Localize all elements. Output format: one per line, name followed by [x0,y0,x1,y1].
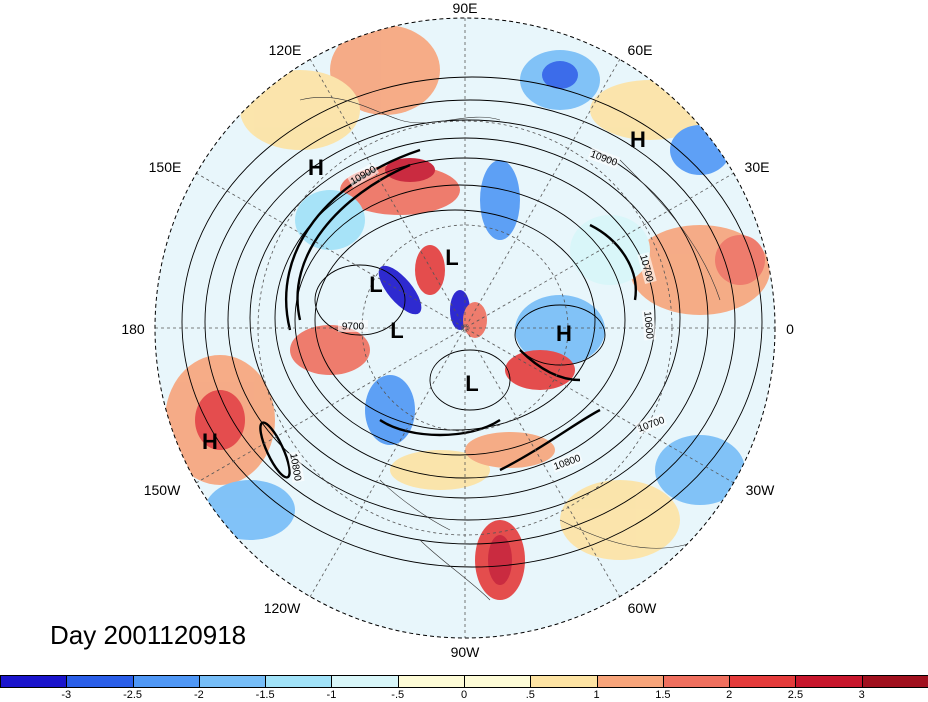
longitude-label-90e: 90E [452,0,478,16]
low-pressure-marker: L [390,318,404,343]
colorbar-tick-label: -1 [326,689,337,701]
colorbar-tick-label: -.5 [391,689,405,701]
colorbar-tick-label: 2.5 [787,689,804,701]
contour-label: 10800 [287,453,303,483]
high-pressure-marker: H [308,155,324,180]
colorbar-segment [331,675,399,688]
contour-label-bg [338,320,368,332]
contour-label: 10600 [641,311,654,340]
contour-label-bg [550,451,584,473]
colorbar-tick-label: 1.5 [655,689,671,701]
colorbar-tick-label: -3 [61,689,72,701]
longitude-label-60w: 60W [627,600,657,616]
low-pressure-marker: L [369,272,383,297]
colorbar-segment [464,675,532,688]
colorbar-segment [861,675,928,688]
longitude-label-150e: 150E [148,159,182,175]
contour-label-bg [637,251,657,285]
colorbar-segment [530,675,598,688]
colorbar-tick-label: .5 [525,689,535,701]
colorbar-segment [198,675,267,688]
longitude-label-180: 180 [121,321,145,337]
longitude-label-30w: 30W [745,482,775,498]
contour-label-bg [641,309,657,341]
longitude-label-90w: 90W [450,644,480,660]
low-pressure-marker: L [465,371,479,396]
colorbar-tick-label: -1.5 [255,689,275,701]
contour-label-bg [347,162,379,188]
longitude-label-0: 0 [786,321,794,337]
colorbar-tick-label: 1 [593,689,600,701]
colorbar-tick-label: 2 [726,689,733,701]
low-pressure-marker: L [445,245,459,270]
contour-label: 9700 [342,322,365,333]
date-title: Day 2001120918 [50,620,247,650]
colorbar-segment [596,675,664,688]
colorbar-segment [132,675,200,688]
colorbar-tick-label: -2.5 [123,689,143,701]
colorbar-segment [66,675,134,688]
high-pressure-marker: H [556,321,572,346]
map-boundary [154,17,776,639]
jet-streaks [259,148,637,479]
coastlines [299,96,721,601]
colorbar-tick-label: 3 [858,689,865,701]
colorbar-segment [662,675,731,688]
colorbar-segment [729,675,797,688]
colorbar [0,675,928,690]
contour-label-bg [634,413,668,435]
contour-label-bg [587,147,621,169]
high-pressure-marker: H [630,127,646,152]
longitude-label-120e: 120E [268,42,302,58]
contour-label-bg [287,451,305,483]
colorbar-segment [795,675,863,688]
colorbar-segment [265,675,333,688]
high-pressure-marker: H [202,429,218,454]
colorbar-tick-label: -2 [193,689,204,701]
longitude-label-60e: 60E [627,42,653,58]
longitude-label-120w: 120W [263,600,301,616]
longitude-label-150w: 150W [143,482,181,498]
longitude-label-30e: 30E [744,159,770,175]
colorbar-tick-label: 0 [460,689,468,701]
colorbar-segment [397,675,465,688]
colorbar-segment [0,675,68,688]
